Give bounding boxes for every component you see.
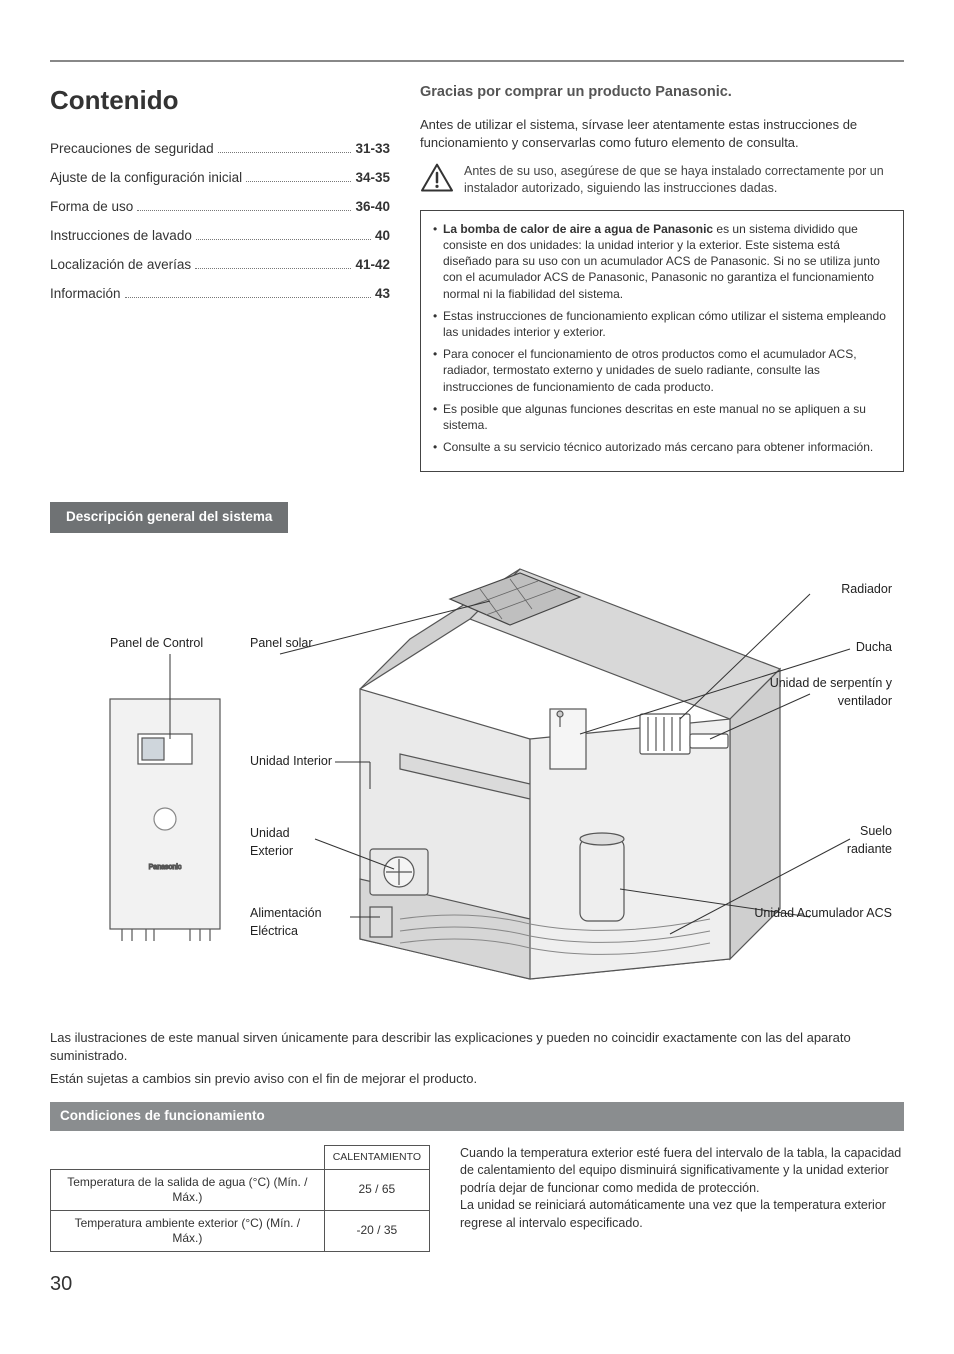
intro-text: Antes de utilizar el sistema, sírvase le…: [420, 116, 904, 152]
toc-row: Ajuste de la configuración inicial 34-35: [50, 169, 390, 188]
toc-row: Precauciones de seguridad 31-33: [50, 140, 390, 159]
label-alimentacion: Alimentación Eléctrica: [250, 905, 340, 940]
system-diagram: Panasonic Panel de Control Panel solar U…: [50, 539, 904, 1019]
table-row: Temperatura de la salida de agua (°C) (M…: [51, 1169, 430, 1210]
toc-page: 41-42: [355, 256, 390, 275]
toc-label: Precauciones de seguridad: [50, 140, 214, 159]
table-cell-value: -20 / 35: [324, 1210, 429, 1251]
label-suelo: Suelo radiante: [822, 823, 892, 858]
toc-page: 36-40: [355, 198, 390, 217]
toc-label: Forma de uso: [50, 198, 133, 217]
info-bullet: Estas instrucciones de funcionamiento ex…: [433, 308, 891, 340]
toc-dots: [196, 239, 371, 240]
toc-row: Instrucciones de lavado 40: [50, 227, 390, 246]
label-panel-control: Panel de Control: [110, 635, 203, 653]
conditions-bar: Condiciones de funcionamiento: [50, 1102, 904, 1131]
toc-dots: [218, 152, 352, 153]
toc-column: Contenido Precauciones de seguridad 31-33…: [50, 82, 390, 472]
toc-dots: [246, 181, 351, 182]
toc-page: 31-33: [355, 140, 390, 159]
toc-dots: [125, 297, 371, 298]
info-bullet-list: La bomba de calor de aire a agua de Pana…: [433, 221, 891, 455]
system-overview-tab: Descripción general del sistema: [50, 502, 288, 533]
label-unidad-interior: Unidad Interior: [250, 753, 332, 771]
toc-label: Ajuste de la configuración inicial: [50, 169, 242, 188]
diagram-svg: Panasonic: [50, 539, 904, 1019]
toc-row: Localización de averías 41-42: [50, 256, 390, 275]
label-ducha: Ducha: [856, 639, 892, 657]
info-bullet: Es posible que algunas funciones descrit…: [433, 401, 891, 433]
toc-list: Precauciones de seguridad 31-33 Ajuste de …: [50, 140, 390, 303]
info-column: Gracias por comprar un producto Panasoni…: [420, 82, 904, 472]
illustration-note-2: Están sujetas a cambios sin previo aviso…: [50, 1070, 904, 1088]
toc-heading: Contenido: [50, 82, 390, 118]
top-columns: Contenido Precauciones de seguridad 31-33…: [50, 82, 904, 472]
conditions-text: Cuando la temperatura exterior esté fuer…: [460, 1145, 904, 1233]
toc-page: 34-35: [355, 169, 390, 188]
table-cell-label: Temperatura ambiente exterior (°C) (Mín.…: [51, 1210, 325, 1251]
illustration-note-1: Las ilustraciones de este manual sirven …: [50, 1029, 904, 1065]
toc-label: Localización de averías: [50, 256, 191, 275]
toc-row: Forma de uso 36-40: [50, 198, 390, 217]
table-header-heating: CALENTAMIENTO: [324, 1145, 429, 1169]
info-bullet: La bomba de calor de aire a agua de Pana…: [433, 221, 891, 302]
label-panel-solar: Panel solar: [250, 635, 313, 653]
top-rule: [50, 60, 904, 62]
conditions-text-2: La unidad se reiniciará automáticamente …: [460, 1197, 904, 1232]
label-unidad-exterior: Unidad Exterior: [250, 825, 310, 860]
toc-dots: [195, 268, 351, 269]
info-bullet: Consulte a su servicio técnico autorizad…: [433, 439, 891, 455]
warning-row: Antes de su uso, asegúrese de que se hay…: [420, 163, 904, 198]
toc-dots: [137, 210, 351, 211]
warning-text: Antes de su uso, asegúrese de que se hay…: [464, 163, 904, 198]
info-bullet: Para conocer el funcionamiento de otros …: [433, 346, 891, 395]
warning-icon: [420, 163, 454, 198]
toc-row: Información 43: [50, 285, 390, 304]
table-cell-value: 25 / 65: [324, 1169, 429, 1210]
conditions-table: CALENTAMIENTO Temperatura de la salida d…: [50, 1145, 430, 1252]
conditions-text-1: Cuando la temperatura exterior esté fuer…: [460, 1145, 904, 1198]
toc-label: Información: [50, 285, 121, 304]
toc-page: 43: [375, 285, 390, 304]
toc-page: 40: [375, 227, 390, 246]
conditions-row: CALENTAMIENTO Temperatura de la salida d…: [50, 1145, 904, 1252]
table-cell-label: Temperatura de la salida de agua (°C) (M…: [51, 1169, 325, 1210]
label-acumulador: Unidad Acumulador ACS: [752, 905, 892, 923]
toc-label: Instrucciones de lavado: [50, 227, 192, 246]
brand-text: Panasonic: [149, 864, 182, 871]
thanks-line: Gracias por comprar un producto Panasoni…: [420, 82, 904, 102]
page-number: 30: [50, 1270, 904, 1298]
label-radiador: Radiador: [841, 581, 892, 599]
info-box: La bomba de calor de aire a agua de Pana…: [420, 210, 904, 472]
label-serpentin: Unidad de serpentín y ventilador: [752, 675, 892, 710]
table-row: Temperatura ambiente exterior (°C) (Mín.…: [51, 1210, 430, 1251]
